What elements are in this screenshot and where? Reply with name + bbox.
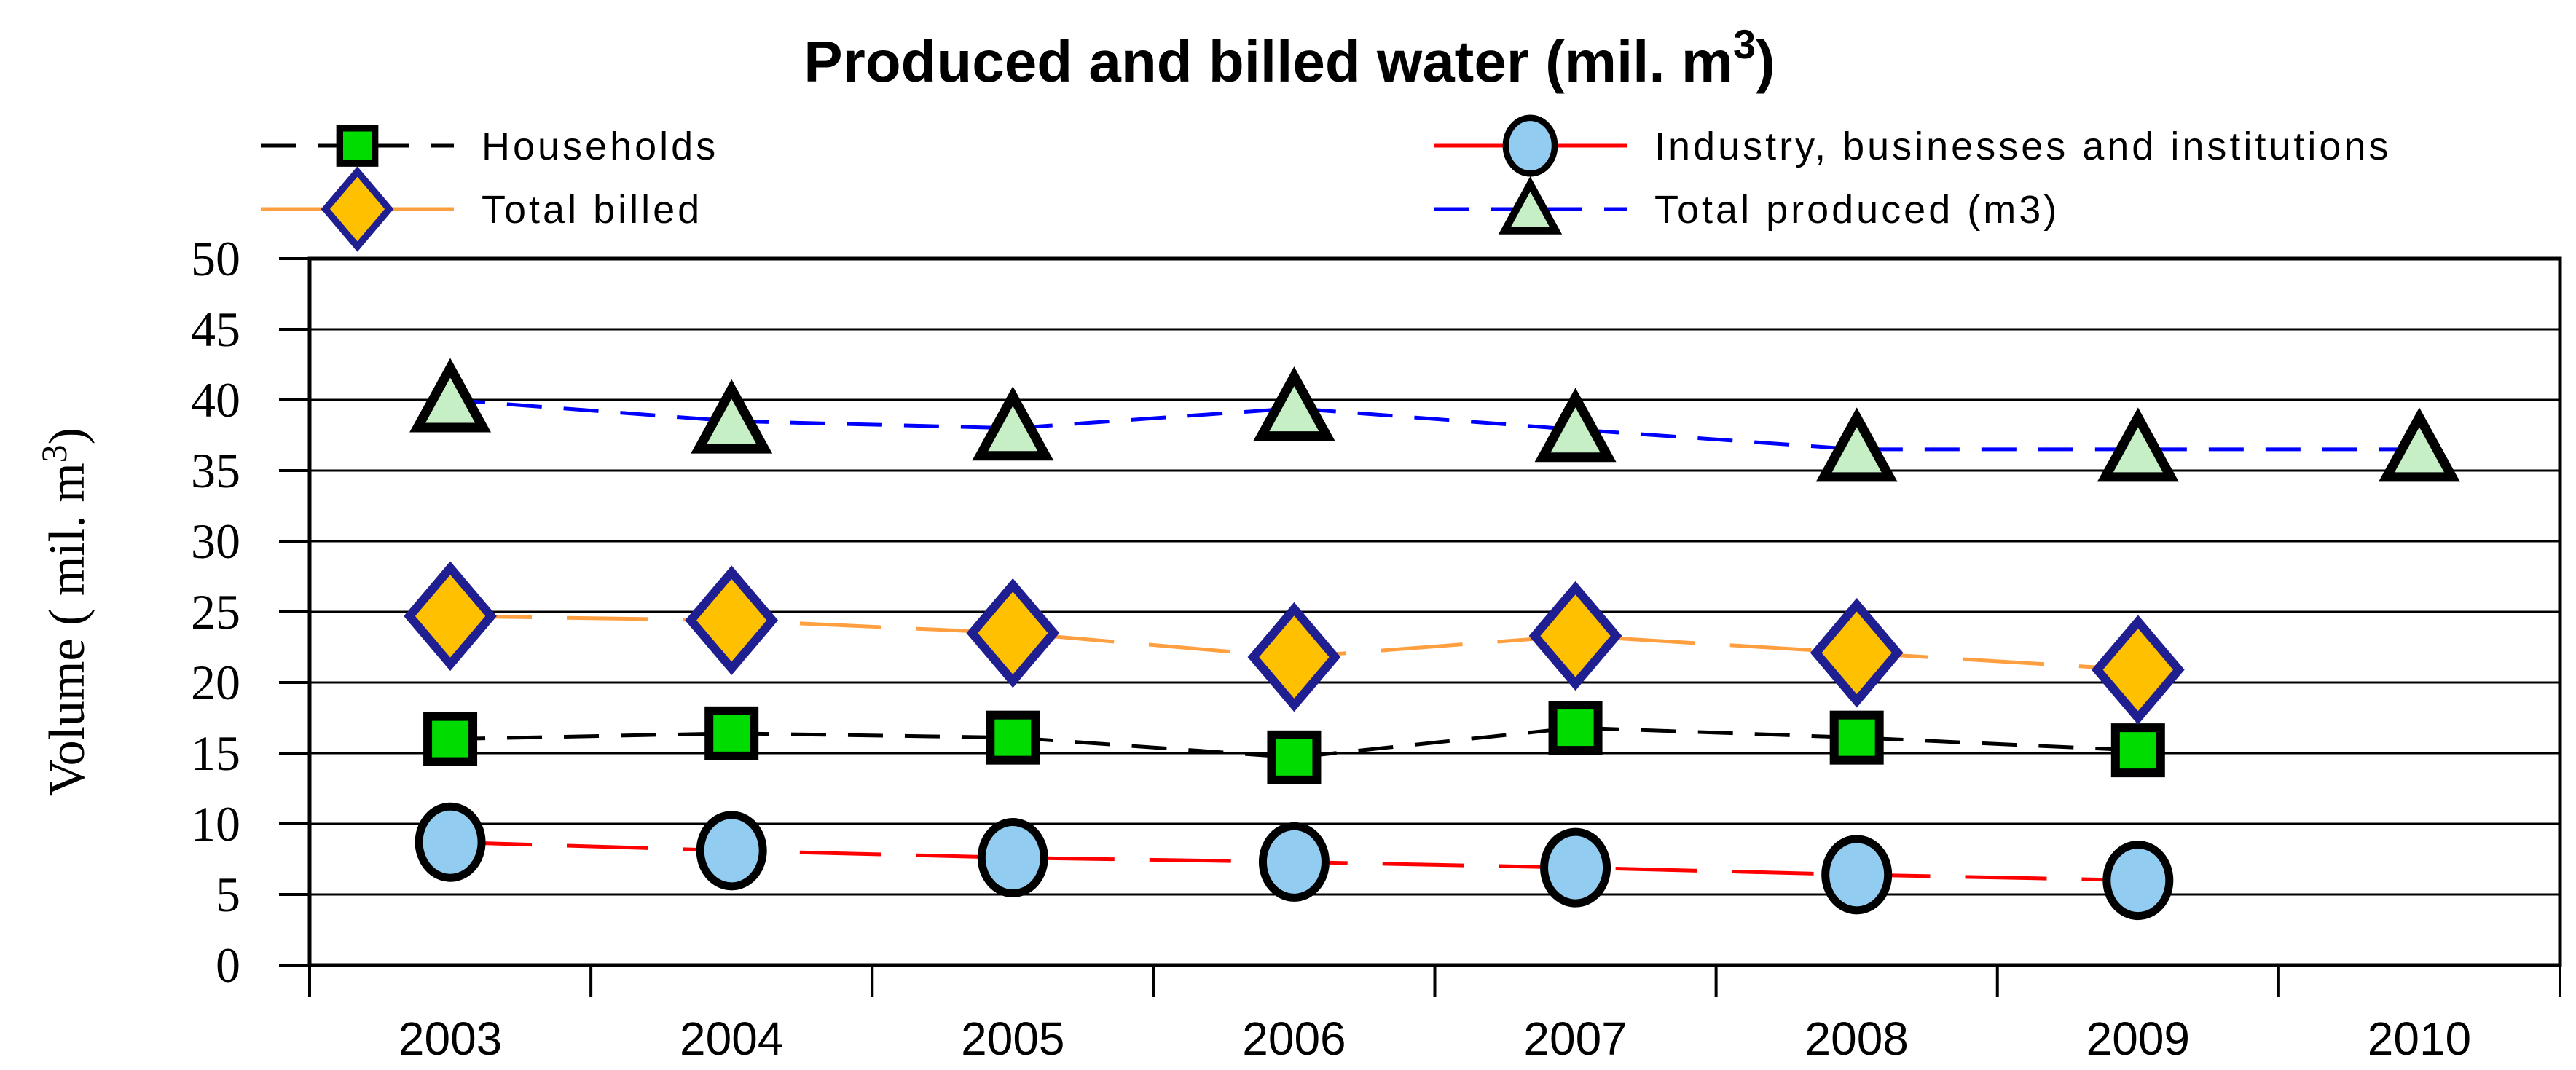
chart-title: Produced and billed water (mil. m3) <box>804 21 1775 94</box>
y-tick-label-35: 35 <box>191 443 240 498</box>
x-tick-label-2009: 2009 <box>2086 1012 2190 1065</box>
x-tick-label-2005: 2005 <box>961 1012 1064 1065</box>
y-axis-title-main: Volume ( mil. m <box>39 463 95 796</box>
series-line-total-produced-m3 <box>449 398 2419 452</box>
marker-households-2005 <box>986 710 1040 765</box>
x-tick-label-2004: 2004 <box>680 1012 783 1065</box>
y-tick-label-20: 20 <box>191 655 240 710</box>
y-axis-title-end: ) <box>39 428 95 444</box>
chart-legend: Households Industry, businesses and insti… <box>261 114 2391 252</box>
y-axis-title: Volume ( mil. m3) <box>34 428 95 796</box>
marker-industry-businesses-and-institutions-2003 <box>415 802 486 882</box>
legend-label-households: Households <box>482 125 718 168</box>
legend-label-total-billed: Total billed <box>482 188 702 232</box>
marker-total-produced-m3-2005 <box>972 386 1054 461</box>
marker-total-produced-m3-2009 <box>2097 407 2179 482</box>
legend-item-industry-businesses-and-institutions: Industry, businesses and institutions <box>1434 114 2391 177</box>
chart-title-end: ) <box>1756 29 1775 94</box>
marker-households-2009 <box>2110 723 2165 778</box>
legend-label-industry-businesses-and-institutions: Industry, businesses and institutions <box>1654 125 2391 168</box>
y-tick-label-10: 10 <box>191 796 240 851</box>
marker-industry-businesses-and-institutions-2007 <box>1540 827 1611 908</box>
marker-total-produced-m3-2004 <box>691 379 773 454</box>
marker-industry-businesses-and-institutions-2005 <box>977 818 1048 898</box>
legend-item-total-billed: Total billed <box>261 166 702 252</box>
gridlines <box>310 257 2560 967</box>
x-tick-label-2008: 2008 <box>1805 1012 1909 1065</box>
legend-label-total-produced-m3: Total produced (m3) <box>1654 188 2059 232</box>
y-tick-label-50: 50 <box>191 231 240 286</box>
marker-total-produced-m3-2007 <box>1534 388 1617 463</box>
legend-diamond-icon <box>321 166 394 252</box>
x-tick-label-2007: 2007 <box>1523 1012 1627 1065</box>
series-total-billed <box>404 561 2185 725</box>
x-tick-label-2006: 2006 <box>1242 1012 1346 1065</box>
y-tick-label-45: 45 <box>191 302 240 357</box>
x-tick-label-2003: 2003 <box>398 1012 502 1065</box>
series-households <box>423 701 2165 784</box>
y-tick-label-15: 15 <box>191 725 240 781</box>
legend-circle-icon <box>1502 114 1558 177</box>
marker-total-billed-2007 <box>1528 581 1622 691</box>
chart-title-main: Produced and billed water (mil. m <box>804 29 1733 94</box>
marker-total-produced-m3-2010 <box>2378 407 2460 482</box>
y-tick-label-40: 40 <box>191 372 240 428</box>
marker-households-2003 <box>423 712 478 766</box>
y-axis-tick-labels: 0 5 10 15 20 25 30 35 40 45 50 <box>191 231 240 993</box>
y-tick-label-5: 5 <box>216 867 240 922</box>
marker-industry-businesses-and-institutions-2006 <box>1258 822 1330 902</box>
marker-total-billed-2004 <box>685 565 779 675</box>
marker-total-produced-m3-2008 <box>1815 407 1898 482</box>
series-total-produced-m3 <box>409 358 2460 482</box>
marker-industry-businesses-and-institutions-2008 <box>1821 835 1893 915</box>
x-axis-tick-labels: 2003 2004 2005 2006 2007 2008 2009 2010 <box>398 1012 2471 1065</box>
series-industry-businesses-and-institutions <box>415 802 2174 921</box>
chart-title-superscript: 3 <box>1733 21 1756 67</box>
marker-total-billed-2003 <box>404 561 497 672</box>
legend-item-total-produced-m3: Total produced (m3) <box>1434 176 2059 235</box>
marker-households-2006 <box>1267 730 1322 784</box>
marker-industry-businesses-and-institutions-2004 <box>696 811 767 891</box>
marker-industry-businesses-and-institutions-2009 <box>2102 841 2174 921</box>
marker-total-produced-m3-2003 <box>409 358 492 433</box>
y-axis-title-superscript: 3 <box>34 444 74 463</box>
marker-households-2007 <box>1548 701 1603 755</box>
marker-total-billed-2006 <box>1247 602 1341 712</box>
marker-total-billed-2009 <box>2091 615 2185 725</box>
marker-households-2004 <box>704 706 759 760</box>
y-tick-label-30: 30 <box>191 514 240 569</box>
marker-total-billed-2005 <box>966 578 1060 688</box>
legend-triangle-icon <box>1498 176 1563 235</box>
data-series <box>404 358 2460 921</box>
x-tick-label-2010: 2010 <box>2368 1012 2471 1065</box>
plot-frame <box>279 256 2562 997</box>
legend-square-icon <box>336 125 379 167</box>
marker-total-billed-2008 <box>1810 597 1904 708</box>
marker-total-produced-m3-2006 <box>1253 366 1335 441</box>
marker-households-2008 <box>1829 710 1884 765</box>
y-tick-label-25: 25 <box>191 584 240 640</box>
y-tick-label-0: 0 <box>216 937 240 993</box>
legend-item-households: Households <box>261 125 718 168</box>
